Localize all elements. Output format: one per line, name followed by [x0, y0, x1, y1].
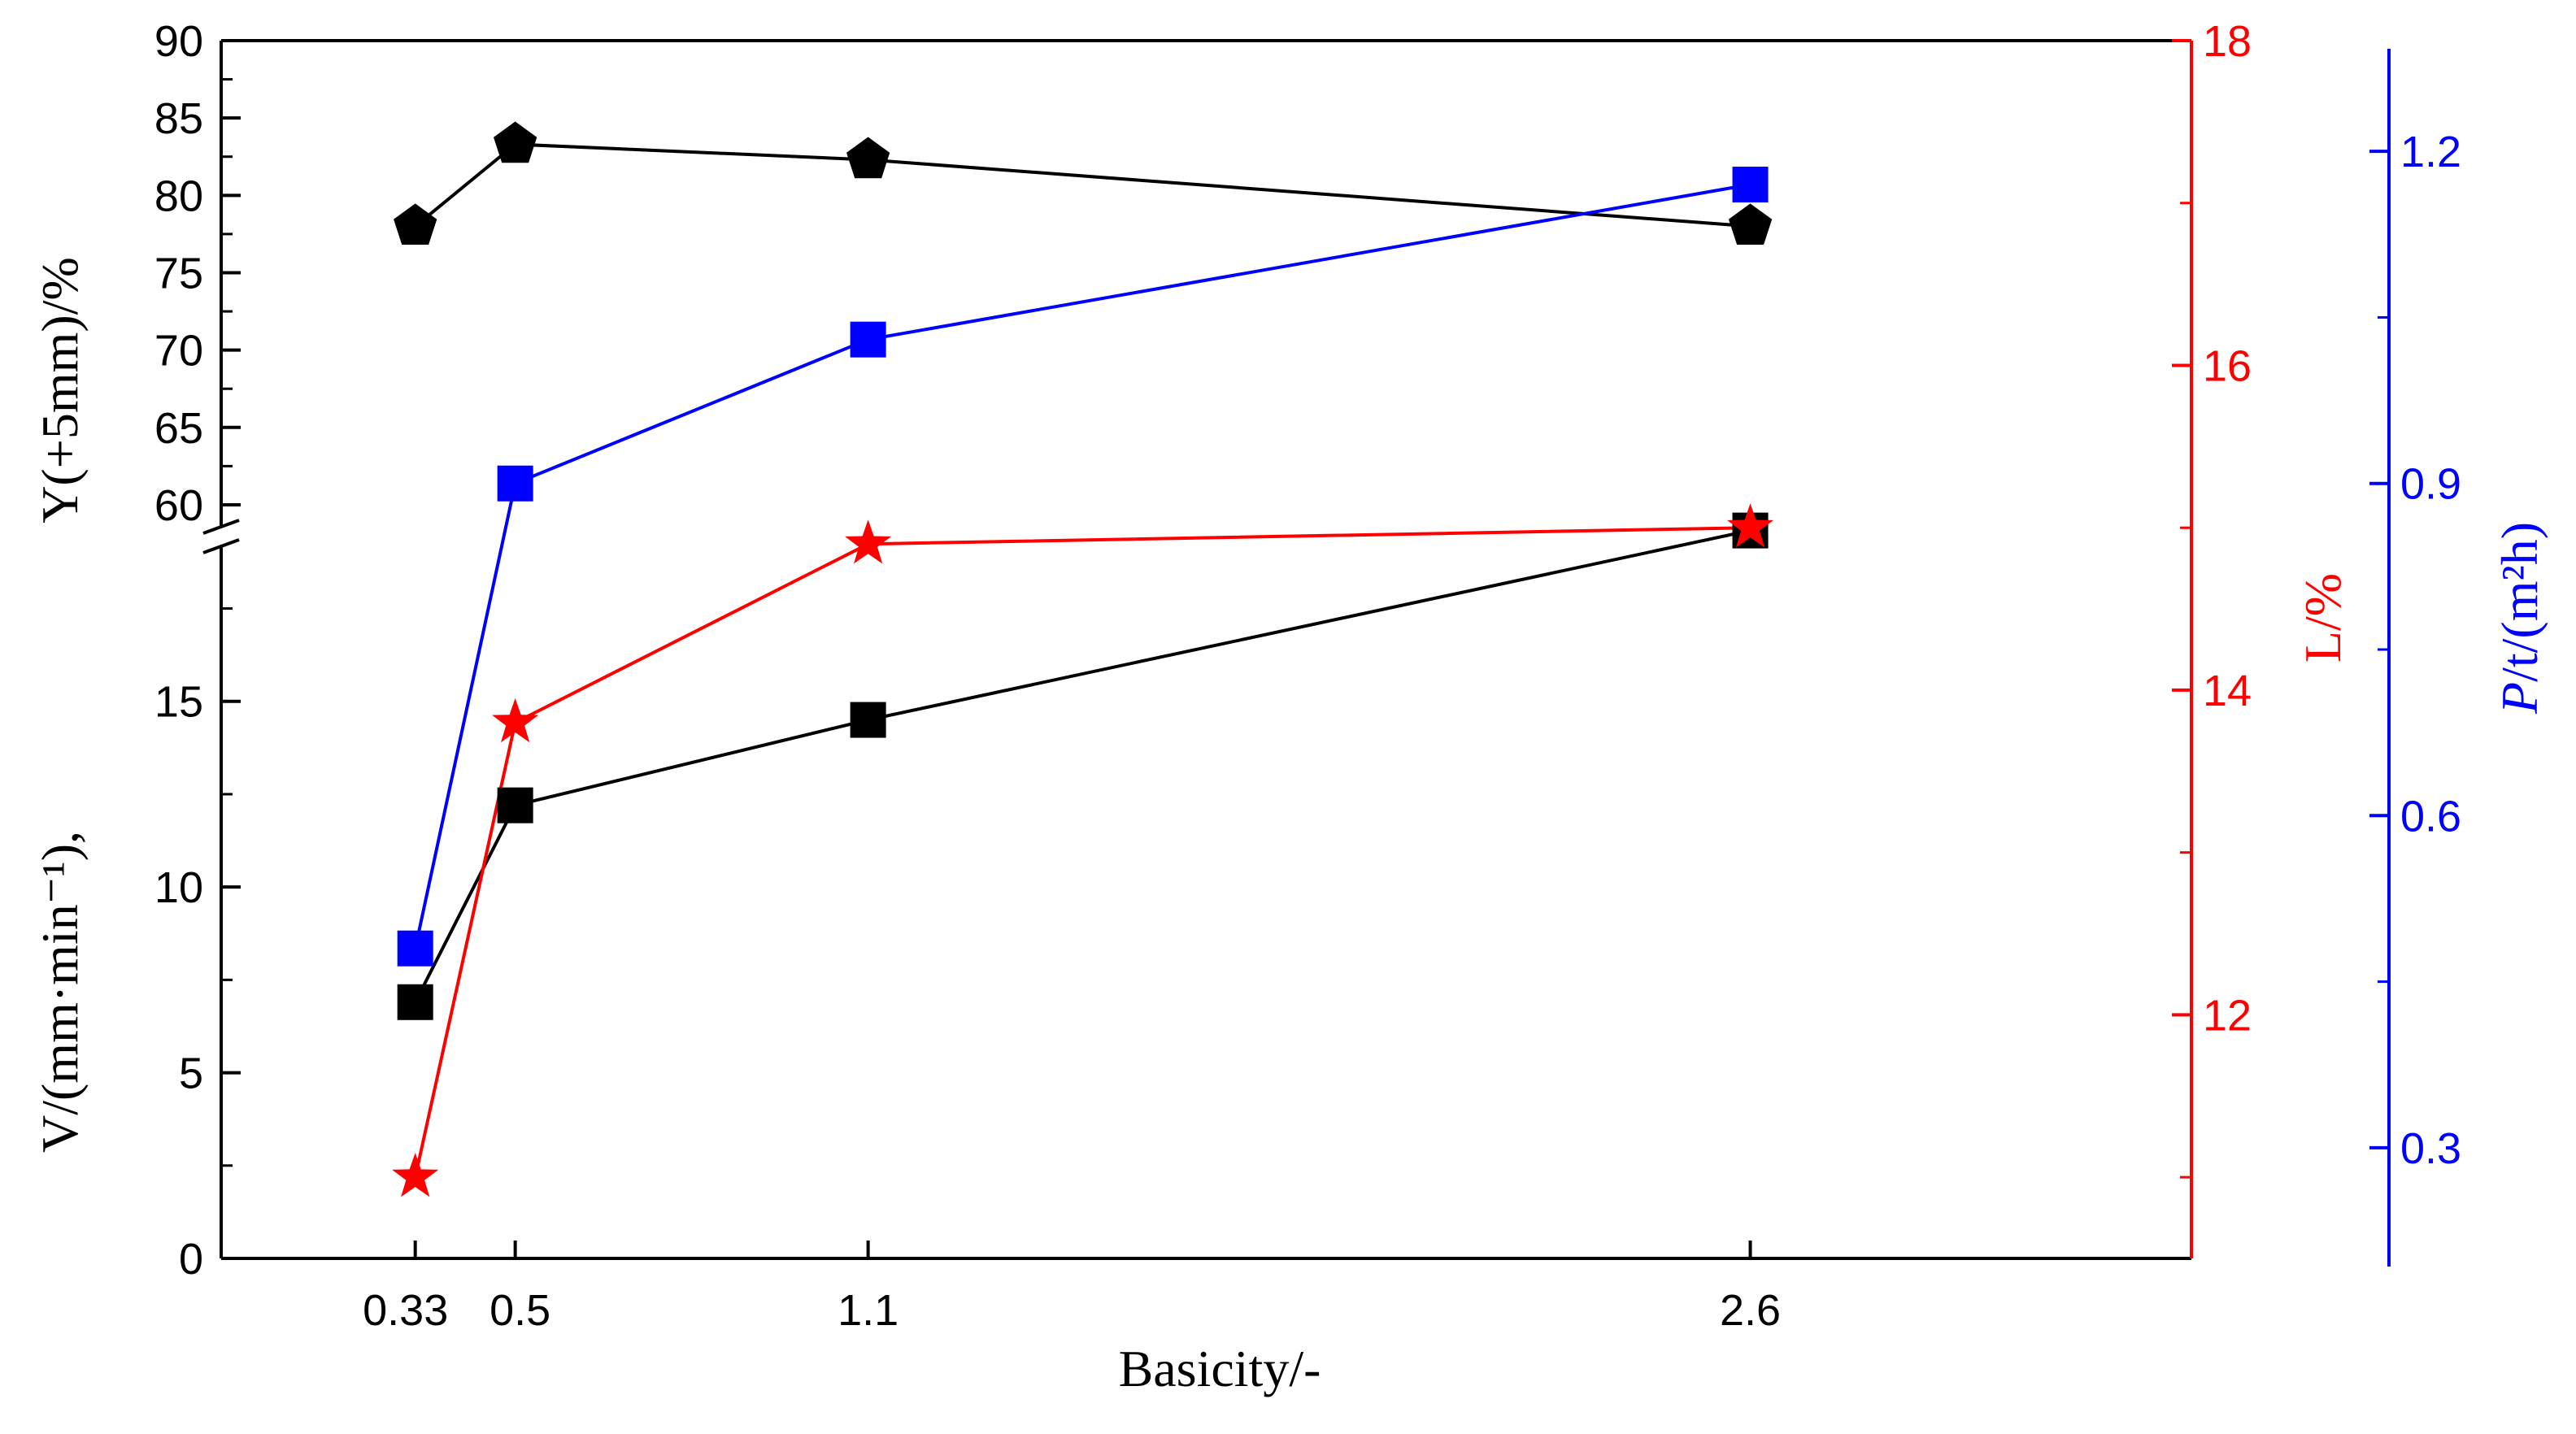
y-upper-tick-label: 60 [154, 481, 203, 530]
y-upper-tick-label: 85 [154, 94, 203, 143]
marker-p [397, 930, 433, 967]
y-red-tick-label: 12 [2203, 991, 2252, 1040]
y-blue-tick-label: 1.2 [2400, 128, 2461, 176]
y-upper-tick-label: 90 [154, 17, 203, 66]
x-axis-title: Basicity/- [1119, 1340, 1321, 1397]
marker-l [845, 519, 892, 564]
y-blue-tick-label: 0.3 [2400, 1124, 2461, 1173]
series-line-y-5mm- [414, 142, 1751, 228]
blue-axis-title-italic: P [2491, 682, 2548, 715]
axis-break-mark [202, 519, 240, 535]
x-tick-label: 0.33 [363, 1286, 448, 1335]
marker-y-5mm- [1728, 203, 1773, 245]
marker-y-5mm- [394, 203, 437, 245]
y-lower-tick-label: 10 [154, 863, 203, 912]
y-red-tick-label: 14 [2203, 667, 2252, 715]
y-red-tick-label: 16 [2203, 341, 2252, 390]
y-red-tick-label: 18 [2203, 17, 2252, 66]
y-right-blue-axis-title: P/t/(m²h) [2491, 522, 2548, 715]
data-markers [392, 121, 1774, 1197]
y-upper-tick-label: 80 [154, 172, 203, 220]
y-blue-tick-label: 0.6 [2400, 792, 2461, 841]
x-tick-label: 2.6 [1720, 1286, 1781, 1335]
y-upper-tick-label: 70 [154, 327, 203, 376]
marker-p [1732, 167, 1769, 203]
axis-break-mark [202, 538, 240, 554]
y-blue-tick-label: 0.9 [2400, 460, 2461, 509]
marker-p [850, 321, 886, 358]
marker-y-5mm- [846, 137, 890, 179]
marker-y-5mm- [494, 121, 537, 163]
series-lines [413, 142, 1751, 1178]
marker-l [392, 1153, 439, 1197]
y-lower-axis-title: V/(mm·min⁻¹), [31, 831, 89, 1153]
marker-v [397, 984, 433, 1020]
marker-l [492, 697, 539, 743]
x-tick-label: 1.1 [838, 1286, 899, 1335]
series-line-v [413, 528, 1751, 1003]
y-lower-tick-label: 0 [179, 1235, 203, 1284]
axis-ticks [221, 39, 2389, 1260]
y-lower-tick-label: 5 [179, 1049, 203, 1098]
y-lower-tick-label: 15 [154, 678, 203, 727]
y-upper-tick-label: 65 [154, 404, 203, 453]
tick-labels: 0.33 0.5 1.1 2.6 60 65 70 75 80 85 90 0 5 10 15 12 14 16 1… [154, 17, 2461, 1335]
y-upper-axis-title: Y(+5mm)/% [31, 257, 89, 524]
y-right-red-axis-title: L/% [2294, 573, 2352, 663]
blue-axis-title-rest: /t/(m²h) [2491, 522, 2548, 682]
plot-frame [202, 39, 2391, 1267]
marker-v [497, 787, 533, 823]
series-line-l [413, 526, 1751, 1178]
y-upper-tick-label: 75 [154, 249, 203, 298]
marker-p [497, 465, 533, 502]
x-tick-label: 0.5 [490, 1286, 550, 1335]
marker-v [850, 702, 886, 738]
series-line-p [413, 183, 1751, 949]
marker-l [1727, 503, 1774, 548]
